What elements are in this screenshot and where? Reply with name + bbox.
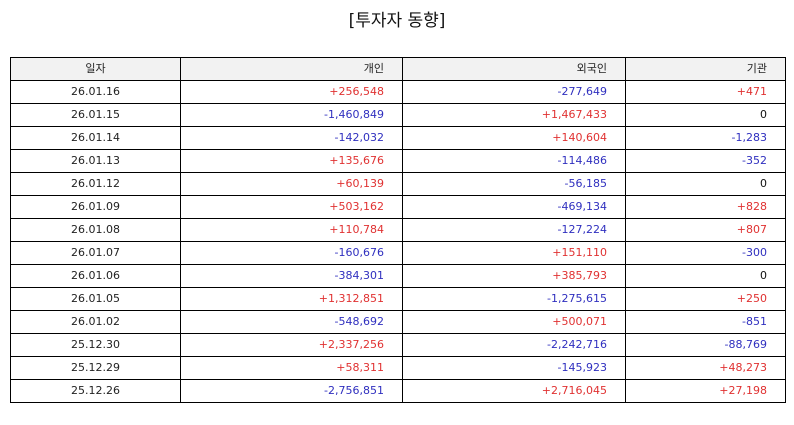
table-row: 26.01.07 -160,676 +151,110 -300	[10, 241, 786, 265]
cell-foreigner: -114,486	[402, 149, 626, 173]
header-institution: 기관	[625, 57, 786, 81]
table-row: 25.12.29 +58,311 -145,923 +48,273	[10, 356, 786, 380]
cell-individual: +110,784	[180, 218, 403, 242]
cell-date: 26.01.09	[10, 195, 181, 219]
table-body: 26.01.16 +256,548 -277,649 +471 26.01.15 -1,4…	[10, 80, 786, 403]
cell-foreigner: -56,185	[402, 172, 626, 196]
cell-institution: -851	[625, 310, 786, 334]
cell-date: 26.01.12	[10, 172, 181, 196]
cell-foreigner: +500,071	[402, 310, 626, 334]
cell-individual: -160,676	[180, 241, 403, 265]
cell-date: 26.01.08	[10, 218, 181, 242]
table-row: 26.01.13 +135,676 -114,486 -352	[10, 149, 786, 173]
cell-institution: 0	[625, 103, 786, 127]
cell-institution: +828	[625, 195, 786, 219]
cell-institution: 0	[625, 172, 786, 196]
cell-foreigner: -2,242,716	[402, 333, 626, 357]
cell-institution: -352	[625, 149, 786, 173]
cell-date: 26.01.05	[10, 287, 181, 311]
table-row: 25.12.26 -2,756,851 +2,716,045 +27,198	[10, 379, 786, 403]
table-row: 26.01.14 -142,032 +140,604 -1,283	[10, 126, 786, 150]
cell-institution: +48,273	[625, 356, 786, 380]
cell-institution: +27,198	[625, 379, 786, 403]
cell-individual: +58,311	[180, 356, 403, 380]
cell-individual: -384,301	[180, 264, 403, 288]
table-row: 25.12.30 +2,337,256 -2,242,716 -88,769	[10, 333, 786, 357]
cell-date: 26.01.02	[10, 310, 181, 334]
cell-date: 26.01.14	[10, 126, 181, 150]
cell-foreigner: -469,134	[402, 195, 626, 219]
cell-individual: +135,676	[180, 149, 403, 173]
cell-institution: -300	[625, 241, 786, 265]
cell-foreigner: -127,224	[402, 218, 626, 242]
table-row: 26.01.06 -384,301 +385,793 0	[10, 264, 786, 288]
cell-date: 26.01.15	[10, 103, 181, 127]
cell-foreigner: +151,110	[402, 241, 626, 265]
cell-individual: +2,337,256	[180, 333, 403, 357]
page-title: [투자자 동향]	[348, 11, 446, 31]
cell-date: 25.12.30	[10, 333, 181, 357]
cell-institution: -1,283	[625, 126, 786, 150]
cell-individual: +1,312,851	[180, 287, 403, 311]
table-row: 26.01.16 +256,548 -277,649 +471	[10, 80, 786, 104]
cell-individual: -142,032	[180, 126, 403, 150]
cell-individual: -2,756,851	[180, 379, 403, 403]
cell-institution: 0	[625, 264, 786, 288]
table-header-row: 일자 개인 외국인 기관	[10, 57, 786, 81]
cell-individual: +503,162	[180, 195, 403, 219]
cell-date: 26.01.16	[10, 80, 181, 104]
cell-date: 26.01.13	[10, 149, 181, 173]
table-row: 26.01.09 +503,162 -469,134 +828	[10, 195, 786, 219]
cell-foreigner: -145,923	[402, 356, 626, 380]
table-row: 26.01.05 +1,312,851 -1,275,615 +250	[10, 287, 786, 311]
cell-individual: +60,139	[180, 172, 403, 196]
cell-institution: -88,769	[625, 333, 786, 357]
cell-institution: +807	[625, 218, 786, 242]
cell-individual: -548,692	[180, 310, 403, 334]
cell-date: 26.01.07	[10, 241, 181, 265]
cell-foreigner: +385,793	[402, 264, 626, 288]
header-individual: 개인	[180, 57, 403, 81]
cell-foreigner: -277,649	[402, 80, 626, 104]
cell-foreigner: +1,467,433	[402, 103, 626, 127]
cell-date: 25.12.29	[10, 356, 181, 380]
cell-date: 26.01.06	[10, 264, 181, 288]
table-row: 26.01.02 -548,692 +500,071 -851	[10, 310, 786, 334]
cell-individual: +256,548	[180, 80, 403, 104]
investor-trend-table: 일자 개인 외국인 기관 26.01.16 +256,548 -277,649 +47…	[10, 57, 786, 403]
cell-institution: +471	[625, 80, 786, 104]
cell-foreigner: +140,604	[402, 126, 626, 150]
table-row: 26.01.12 +60,139 -56,185 0	[10, 172, 786, 196]
cell-institution: +250	[625, 287, 786, 311]
table-row: 26.01.15 -1,460,849 +1,467,433 0	[10, 103, 786, 127]
cell-date: 25.12.26	[10, 379, 181, 403]
table-row: 26.01.08 +110,784 -127,224 +807	[10, 218, 786, 242]
cell-individual: -1,460,849	[180, 103, 403, 127]
cell-foreigner: -1,275,615	[402, 287, 626, 311]
header-date: 일자	[10, 57, 181, 81]
cell-foreigner: +2,716,045	[402, 379, 626, 403]
header-foreigner: 외국인	[402, 57, 626, 81]
